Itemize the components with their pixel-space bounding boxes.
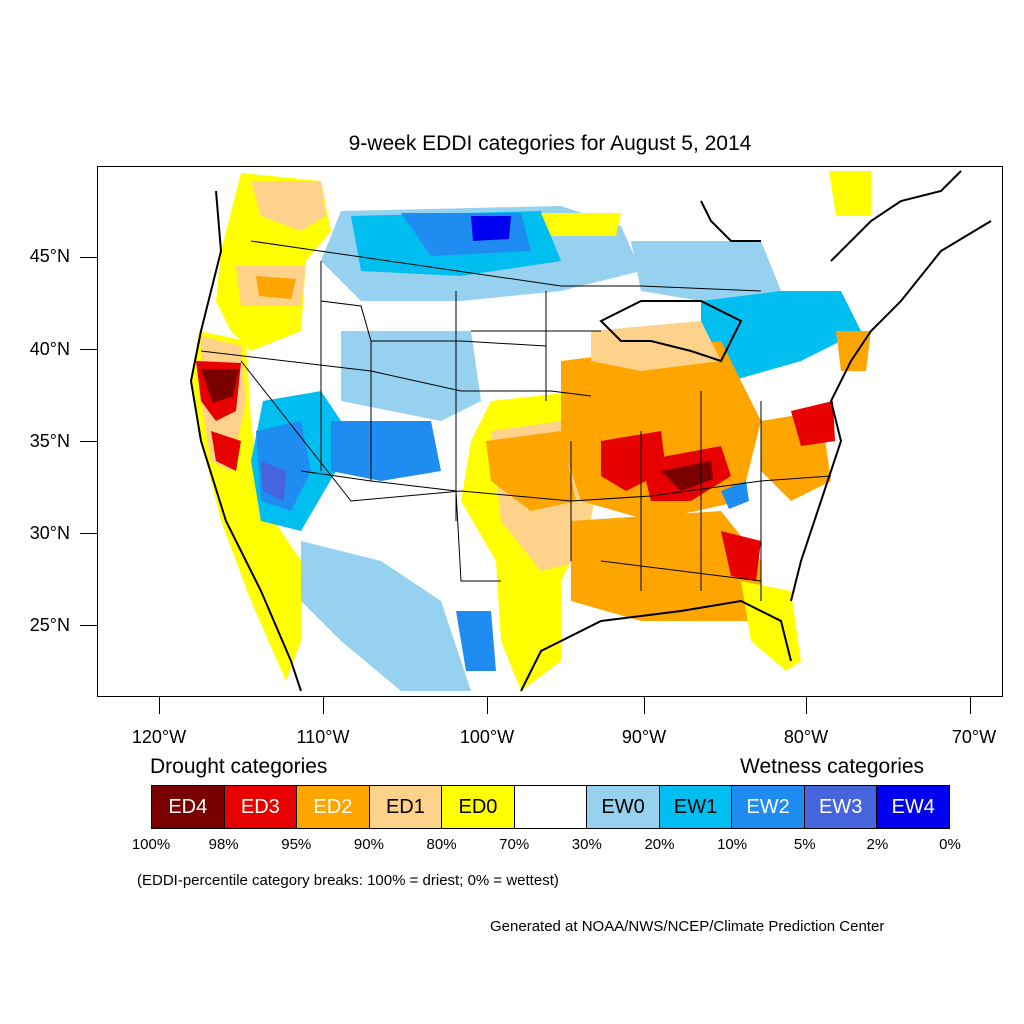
coastlines [189, 170, 992, 692]
legend-break-label: 95% [281, 836, 312, 853]
region-ed1-midwest [591, 321, 721, 371]
legend-break-label: 10% [717, 836, 748, 853]
legend-break-label: 80% [426, 836, 457, 853]
legend-cell-ew2: EW2 [732, 786, 805, 828]
lon-label-80: 80°W [783, 727, 829, 747]
lat-tick [80, 349, 97, 350]
region-ed2-southern-plains [486, 431, 576, 511]
region-ed1-pacific-nw [251, 181, 326, 231]
lat-tick [80, 441, 97, 442]
state-boundaries [200, 240, 832, 601]
region-ew1-utah [331, 421, 441, 481]
region-ew1-texas-west [456, 611, 496, 671]
eddi-map-canvas [189, 170, 992, 692]
region-ew1-great-lakes-ne [701, 291, 861, 381]
legend-cell-ew3: EW3 [804, 786, 878, 828]
lat-label-40: 40°N [29, 339, 70, 359]
legend-cell-ed4: ED4 [152, 786, 225, 828]
region-ed3-virginia [791, 401, 835, 446]
lon-tick [806, 697, 807, 714]
region-ew0-colorado [341, 331, 481, 421]
region-ed2-south [571, 511, 761, 621]
region-ed3-s-california [211, 431, 241, 471]
legend-break-label: 100% [131, 836, 171, 853]
legend-cell-ed1: ED1 [369, 786, 443, 828]
credit-line: Generated at NOAA/NWS/NCEP/Climate Predi… [490, 918, 885, 935]
legend-bar: ED4 ED3 ED2 ED1 ED0 EW0 EW1 EW2 EW3 EW4 [151, 785, 950, 829]
lat-tick [80, 625, 97, 626]
region-ed4-kentucky [661, 461, 713, 491]
eddi-map [97, 166, 1003, 697]
lat-label-30: 30°N [29, 523, 70, 543]
lat-tick [80, 533, 97, 534]
region-ed2-oregon [256, 276, 296, 299]
legend-cell-ed0: ED0 [442, 786, 515, 828]
legend-break-label: 98% [208, 836, 239, 853]
legend-cell-ew1: EW1 [659, 786, 733, 828]
lon-label-90: 90°W [621, 727, 667, 747]
region-ew0-southwest-lower [301, 541, 471, 691]
legend-cell-ew4: EW4 [877, 786, 950, 828]
category-note: (EDDI-percentile category breaks: 100% =… [137, 872, 559, 889]
lat-label-25: 25°N [29, 615, 70, 635]
lon-label-70: 70°W [951, 727, 997, 747]
lat-label-35: 35°N [29, 431, 70, 451]
wetness-heading: Wetness categories [740, 755, 925, 778]
lon-tick [644, 697, 645, 714]
lat-tick [80, 257, 97, 258]
lon-tick [487, 697, 488, 714]
lat-label-45: 45°N [29, 246, 70, 266]
lon-tick [323, 697, 324, 714]
lon-tick [970, 697, 971, 714]
region-ed3-georgia [721, 531, 761, 581]
lon-label-100: 100°W [459, 727, 515, 747]
region-ed2-ne [836, 331, 871, 371]
legend-cell-neutral [514, 786, 588, 828]
lon-label-120: 120°W [131, 727, 187, 747]
region-ed0-canada-east [829, 171, 871, 216]
legend-cell-ed2: ED2 [297, 786, 370, 828]
lon-label-110: 110°W [296, 727, 350, 747]
legend-break-label: 2% [866, 836, 889, 853]
legend-break-label: 5% [793, 836, 816, 853]
region-ed0-florida [741, 581, 801, 671]
region-ed0-ontario [541, 213, 621, 236]
legend-break-label: 90% [353, 836, 384, 853]
map-title: 9-week EDDI categories for August 5, 201… [348, 132, 752, 155]
legend-break-label: 70% [499, 836, 530, 853]
legend-break-label: 30% [571, 836, 602, 853]
lon-tick [159, 697, 160, 714]
region-ew0-ne [631, 241, 781, 301]
legend-cell-ew0: EW0 [587, 786, 660, 828]
legend-break-label: 20% [644, 836, 675, 853]
legend-break-label: 0% [939, 836, 961, 853]
region-ew3-northern-plains [471, 216, 511, 241]
legend-cell-ed3: ED3 [224, 786, 298, 828]
drought-heading: Drought categories [150, 755, 328, 778]
region-ew2-appalachia [721, 481, 749, 509]
region-ed4-california [201, 369, 239, 403]
region-ew3-southwest [261, 461, 286, 501]
